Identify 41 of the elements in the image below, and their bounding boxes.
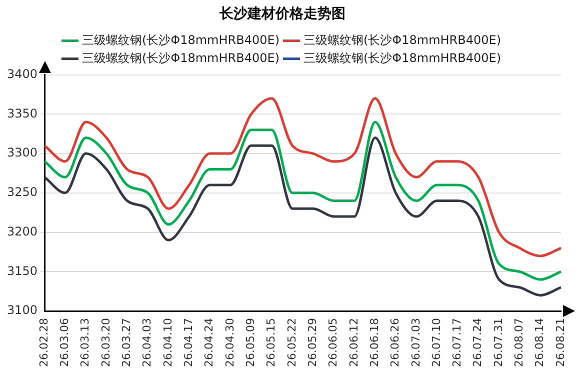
x-tick-label: 26.05.15 <box>264 318 278 367</box>
x-tick-label: 26.04.10 <box>161 318 174 367</box>
x-tick-label: 26.03.13 <box>78 318 92 367</box>
legend-label: 三级螺纹钢(长沙Φ18mmHRB400E) <box>304 50 502 65</box>
x-tick-label: 26.04.24 <box>202 318 216 367</box>
x-tick-label: 26.07.24 <box>471 318 484 367</box>
x-tick-label: 26.07.03 <box>409 318 422 367</box>
x-tick-label: 26.08.14 <box>533 318 546 367</box>
line-series <box>43 136 562 297</box>
y-tick-label: 3100 <box>6 303 38 318</box>
line-series <box>43 97 562 258</box>
x-tick-label: 26.02.28 <box>37 318 50 367</box>
x-tick-label: 26.08.21 <box>554 318 567 367</box>
x-tick-label: 26.06.26 <box>388 318 402 367</box>
x-tick-label: 26.04.03 <box>140 318 154 367</box>
y-tick-label: 3200 <box>6 224 38 238</box>
y-tick-label: 3400 <box>6 66 38 81</box>
y-tick-label: 3250 <box>6 185 38 200</box>
x-tick-label: 26.06.12 <box>347 318 360 367</box>
legend-label: 三级螺纹钢(长沙Φ18mmHRB400E) <box>82 50 280 65</box>
y-tick-label: 3300 <box>6 146 38 160</box>
x-tick-label: 26.07.10 <box>430 318 443 367</box>
y-tick-label: 3150 <box>6 264 38 278</box>
chart-title: 长沙建材价格走势图 <box>218 6 346 22</box>
legend-label: 三级螺纹钢(长沙Φ18mmHRB400E) <box>304 32 502 47</box>
x-tick-label: 26.05.29 <box>306 318 319 367</box>
x-tick-label: 26.03.20 <box>99 318 112 367</box>
line-series <box>43 120 562 281</box>
x-tick-label: 26.06.05 <box>326 318 340 367</box>
y-tick-label: 3350 <box>6 106 38 120</box>
x-tick-label: 26.05.22 <box>285 318 298 367</box>
x-tick-label: 26.03.27 <box>120 318 134 367</box>
x-tick-label: 26.03.06 <box>58 318 72 367</box>
x-tick-label: 26.07.17 <box>450 318 464 367</box>
x-tick-label: 26.07.31 <box>492 318 505 367</box>
legend-label: 三级螺纹钢(长沙Φ18mmHRB400E) <box>82 32 280 47</box>
x-tick-label: 26.08.07 <box>512 318 526 367</box>
x-tick-label: 26.05.09 <box>244 318 257 367</box>
x-tick-label: 26.04.30 <box>223 318 236 367</box>
x-tick-label: 26.04.17 <box>182 318 196 367</box>
x-tick-label: 26.06.18 <box>368 318 381 367</box>
